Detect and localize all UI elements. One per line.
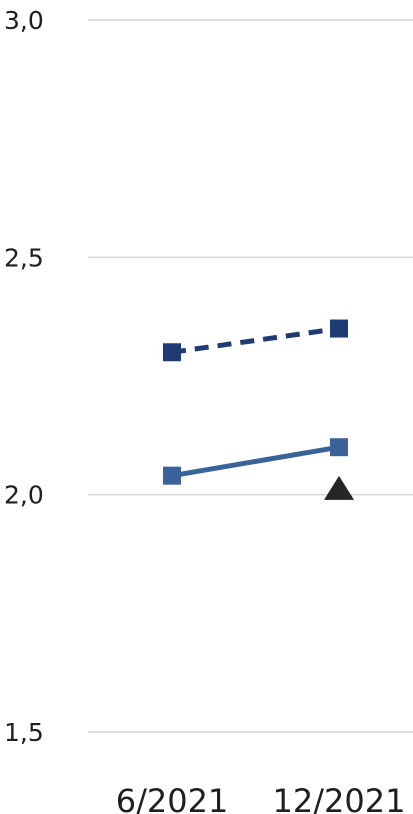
- series-layer: [163, 319, 354, 500]
- y-tick-label: 2,0: [4, 481, 44, 510]
- x-axis-category-labels: 6/2021 12/2021: [116, 782, 406, 814]
- data-point-square: [330, 438, 348, 457]
- data-point-square: [163, 343, 181, 362]
- x-category-label: 6/2021: [116, 782, 229, 814]
- y-tick-label: 1,5: [4, 718, 44, 747]
- series-2: [163, 438, 348, 485]
- y-axis-tick-labels: 3,0 2,5 2,0 1,5: [4, 6, 44, 747]
- data-point-triangle: [324, 475, 354, 500]
- gridlines: [88, 19, 413, 733]
- series-3: [324, 475, 354, 500]
- series-line: [171, 326, 340, 355]
- y-tick-label: 3,0: [4, 6, 44, 35]
- y-tick-label: 2,5: [4, 243, 44, 272]
- data-point-square: [330, 319, 348, 338]
- data-point-square: [163, 466, 181, 485]
- x-category-label: 12/2021: [273, 782, 406, 814]
- series-1: [163, 319, 348, 362]
- series-line: [171, 444, 340, 479]
